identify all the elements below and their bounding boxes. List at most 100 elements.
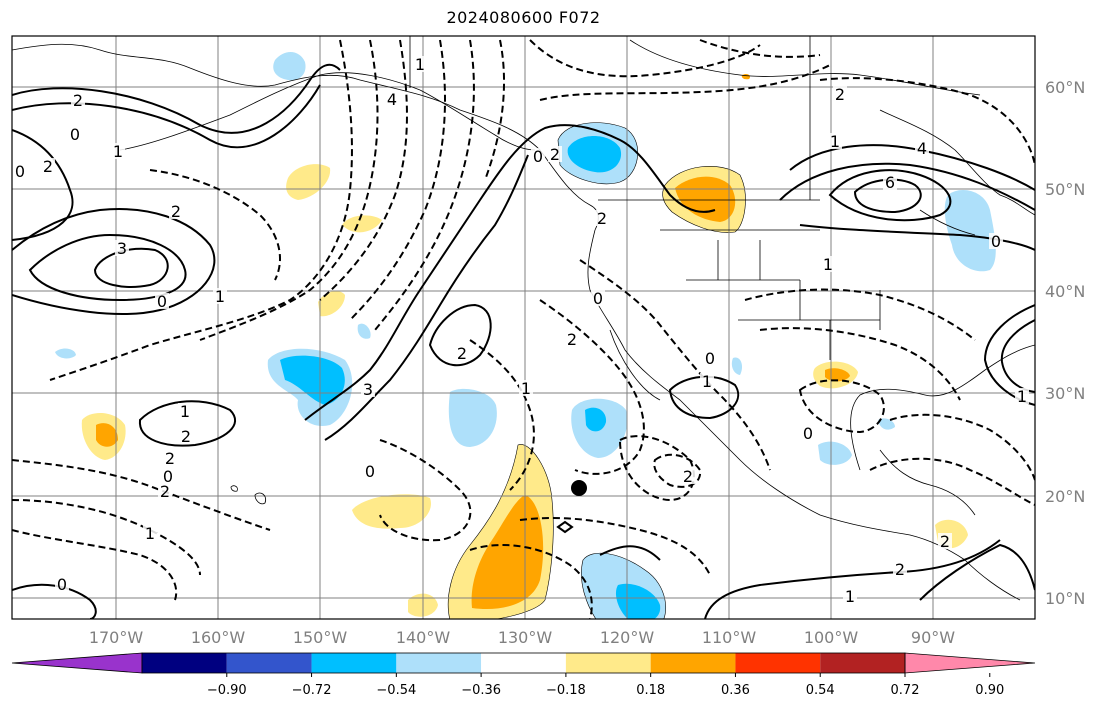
colorbar-outline [141, 652, 906, 674]
contour-label-bg [883, 174, 897, 190]
contour-label-bg [548, 146, 562, 162]
contours-solid [12, 63, 1035, 619]
contour-label: 2 [73, 91, 83, 110]
lon-label: 170°W [89, 628, 144, 647]
neg-region-small-west [55, 348, 76, 359]
colorbar-segment [396, 653, 482, 673]
colorbar-tick-label: 0.36 [721, 683, 750, 698]
neg-region-pacific-east [448, 388, 497, 447]
contour-label-bg [169, 203, 183, 219]
contour-label-bg [68, 126, 82, 142]
colorbar-tick-label: −0.72 [292, 683, 332, 698]
contour-label: 1 [521, 379, 531, 398]
contour-label-bg [155, 293, 169, 309]
lon-label: 130°W [498, 628, 553, 647]
colorbar-segment [565, 653, 651, 673]
contour-label-bg [363, 463, 377, 479]
contour-label: 0 [803, 424, 813, 443]
contour-label-bg [178, 403, 192, 419]
pos-region-mid [318, 290, 345, 317]
contour-label: 4 [387, 90, 397, 109]
contour-label-bg [143, 525, 157, 541]
contour-labels: 2012320101222023410264110210120121200102… [13, 55, 1029, 606]
contour-label-bg [55, 576, 69, 592]
contour-label-bg [531, 148, 545, 164]
contour-label: 2 [895, 560, 905, 579]
contour-label-bg [681, 468, 695, 484]
colorbar-tick-label: 0.18 [636, 683, 665, 698]
contour-label: 1 [823, 255, 833, 274]
colorbar-extend-min [11, 652, 143, 674]
contour-label: 0 [70, 125, 80, 144]
pos-region-subtropical-a [352, 494, 431, 529]
contour-label: 2 [835, 85, 845, 104]
contour-label-bg [111, 143, 125, 159]
contour-label: 0 [163, 467, 173, 486]
latitude-labels: 60°N 50°N 40°N 30°N 20°N 10°N [1045, 78, 1085, 608]
contour-label: 2 [457, 344, 467, 363]
contour-label-bg [915, 140, 929, 156]
contour-label-bg [843, 588, 857, 604]
contour-label: 1 [145, 524, 155, 543]
contour-label-bg [801, 425, 815, 441]
contour-label: 1 [215, 287, 225, 306]
contour-label-bg [158, 483, 172, 499]
lon-label: 100°W [804, 628, 859, 647]
contour-label: 2 [160, 482, 170, 501]
contour-label: 0 [157, 292, 167, 311]
contour-label: 0 [705, 349, 715, 368]
contour-label-bg [893, 561, 907, 577]
contour-label: 0 [991, 232, 1001, 251]
contour-label-bg [385, 91, 399, 107]
colorbar-tick-label: −0.54 [376, 683, 416, 698]
neg-region-baja-core [585, 407, 607, 432]
colorbar-extend-max [904, 652, 1036, 674]
lon-label: 110°W [702, 628, 757, 647]
contour-label-bg [828, 133, 842, 149]
coastlines [12, 36, 1035, 601]
contour-label-bg [163, 450, 177, 466]
lon-label: 90°W [911, 628, 955, 647]
colorbar-tick-label: −0.90 [207, 683, 247, 698]
contour-label: 0 [57, 575, 67, 594]
neg-region-bc-core [567, 136, 622, 173]
map-title: 2024080600 F072 [446, 8, 601, 27]
pos-region-north-pacific [286, 164, 331, 200]
contour-label: 1 [702, 372, 712, 391]
contour-label-bg [41, 158, 55, 174]
contour-label: 2 [165, 449, 175, 468]
contour-label-bg [938, 533, 952, 549]
contour-label-bg [213, 288, 227, 304]
neg-region-gulf [878, 418, 895, 430]
contour-label: 0 [365, 462, 375, 481]
colorbar-segment [226, 653, 312, 673]
colorbar-segment [481, 653, 566, 673]
lon-label: 150°W [293, 628, 348, 647]
contour-label-bg [519, 380, 533, 396]
contour-label: 2 [171, 202, 181, 221]
contour-label-bg [71, 92, 85, 108]
graticule [12, 36, 1035, 619]
contour-label: 4 [917, 139, 927, 158]
colorbar-segment [735, 653, 821, 673]
contour-label: 3 [363, 380, 373, 399]
contour-label-bg [1015, 388, 1029, 404]
lat-label: 50°N [1045, 180, 1085, 199]
pos-region-hawaii-west-core [96, 423, 118, 447]
contour-label-bg [591, 290, 605, 306]
contour-label: 2 [550, 145, 560, 164]
lat-label: 20°N [1045, 487, 1085, 506]
contour-label: 2 [597, 209, 607, 228]
contour-label: 2 [683, 467, 693, 486]
contour-label: 6 [885, 173, 895, 192]
contour-label: 2 [43, 157, 53, 176]
contour-label: 2 [567, 330, 577, 349]
contour-label: 1 [845, 587, 855, 606]
pos-region-plains-core [675, 176, 736, 222]
contour-label-bg [595, 210, 609, 226]
contour-label-bg [989, 233, 1003, 249]
contours-dashed [12, 39, 1035, 619]
colorbar-segment [650, 653, 736, 673]
colorbar-segment [311, 653, 397, 673]
lat-label: 60°N [1045, 78, 1085, 97]
